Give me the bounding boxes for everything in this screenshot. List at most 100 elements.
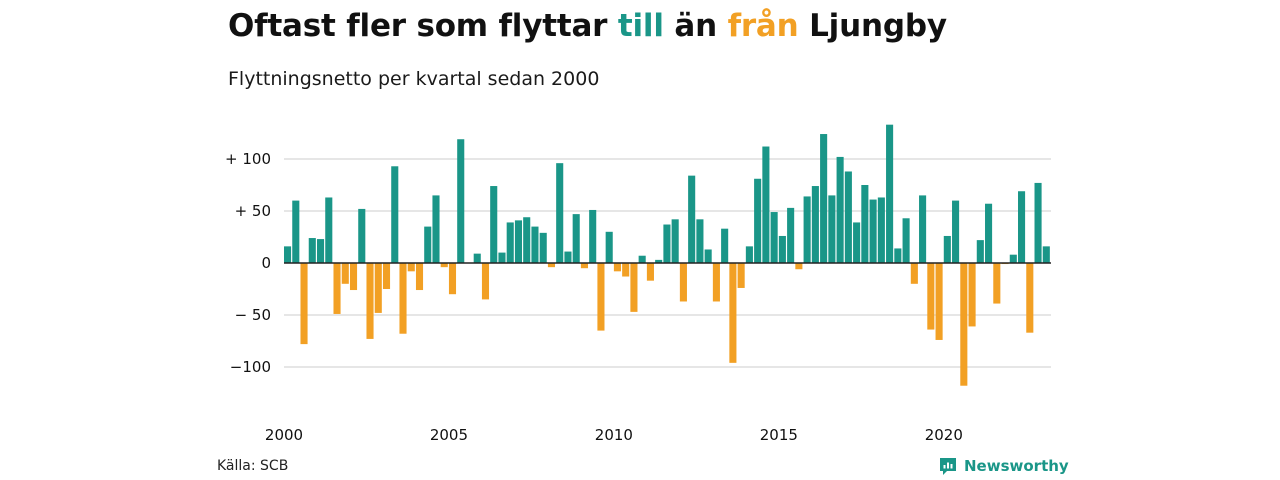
bar xyxy=(902,218,910,263)
bar xyxy=(284,246,292,263)
bar xyxy=(366,263,374,339)
bar xyxy=(886,124,894,264)
brand-name: Newsworthy xyxy=(964,457,1069,475)
bar xyxy=(985,203,993,263)
newsworthy-logo-icon xyxy=(940,458,956,475)
bar xyxy=(869,199,877,263)
bar xyxy=(316,239,325,263)
bar xyxy=(704,249,712,263)
bar xyxy=(407,263,415,272)
bar xyxy=(399,263,407,334)
title-part-2: än xyxy=(663,8,728,44)
bar xyxy=(877,197,885,263)
bar xyxy=(391,166,399,263)
bar xyxy=(976,240,984,263)
x-tick-label: 2015 xyxy=(760,426,798,444)
bar xyxy=(894,248,902,263)
bar xyxy=(828,195,836,263)
bar xyxy=(787,207,795,263)
bar xyxy=(811,186,819,263)
chart-subtitle: Flyttningsnetto per kvartal sedan 2000 xyxy=(228,68,600,90)
bar xyxy=(382,263,391,289)
bar xyxy=(993,263,1001,304)
bar xyxy=(910,263,918,284)
bar xyxy=(308,238,316,263)
title-part-3: Ljungby xyxy=(798,8,947,44)
bar xyxy=(679,263,687,302)
bar xyxy=(770,212,778,263)
bar xyxy=(721,228,729,263)
chart-title: Oftast fler som flyttar till än från Lju… xyxy=(228,8,947,44)
bar xyxy=(341,263,349,284)
x-tick-label: 2020 xyxy=(925,426,963,444)
bar xyxy=(622,263,630,277)
bar xyxy=(630,263,638,312)
bar xyxy=(415,263,424,291)
bar xyxy=(564,251,572,263)
bar xyxy=(358,208,366,263)
bar xyxy=(663,224,671,263)
bar xyxy=(349,263,358,291)
x-tick-label: 2005 xyxy=(430,426,468,444)
bar xyxy=(589,209,597,263)
bar xyxy=(374,263,382,313)
bar xyxy=(836,156,844,263)
bar xyxy=(638,255,646,263)
bar xyxy=(943,235,951,263)
bar xyxy=(531,226,539,263)
bar xyxy=(300,263,308,345)
bar xyxy=(688,175,696,263)
title-part-1: Oftast fler som flyttar xyxy=(228,8,618,44)
bar xyxy=(745,246,753,263)
bar xyxy=(1042,246,1050,263)
title-word-till: till xyxy=(617,8,664,44)
bar xyxy=(754,178,762,263)
bar xyxy=(440,263,448,268)
brand-logo: Newsworthy xyxy=(938,456,1069,476)
bar xyxy=(1018,191,1026,263)
bar xyxy=(556,163,564,263)
bar xyxy=(481,263,490,300)
y-tick-label: + 50 xyxy=(235,202,271,220)
bar xyxy=(333,263,341,314)
bar xyxy=(853,222,861,263)
bar xyxy=(935,263,943,340)
bar xyxy=(1009,254,1017,263)
bar xyxy=(580,263,588,269)
bar xyxy=(646,263,654,281)
bar xyxy=(325,197,333,263)
bar xyxy=(498,252,506,263)
bar xyxy=(844,171,852,263)
bar xyxy=(803,196,811,263)
y-tick-label: − 50 xyxy=(235,306,271,324)
bar xyxy=(432,195,440,263)
bar xyxy=(523,217,531,263)
bar xyxy=(778,235,786,263)
bar xyxy=(605,231,613,263)
bar xyxy=(572,214,580,263)
bar xyxy=(968,263,976,327)
bar-chart: + 100 + 50 0 − 50 −100 2000 2005 2010 2015 2020 xyxy=(225,124,1051,444)
bar xyxy=(597,263,605,331)
bar xyxy=(448,263,457,295)
bar xyxy=(919,195,927,263)
bar xyxy=(292,200,300,263)
bar xyxy=(539,232,547,263)
bar xyxy=(457,139,465,263)
bar xyxy=(547,263,555,268)
bar xyxy=(927,263,935,330)
bar xyxy=(671,219,679,263)
bar xyxy=(613,263,621,272)
bar xyxy=(655,259,663,263)
source-note: Källa: SCB xyxy=(217,458,289,474)
bar xyxy=(424,226,432,263)
bar xyxy=(737,263,745,288)
x-tick-label: 2000 xyxy=(265,426,303,444)
y-tick-label: + 100 xyxy=(225,150,271,168)
bar xyxy=(490,186,498,263)
bar xyxy=(762,146,770,263)
bar xyxy=(861,185,869,263)
bar xyxy=(729,263,737,363)
bar xyxy=(795,263,803,270)
bar xyxy=(820,134,828,263)
